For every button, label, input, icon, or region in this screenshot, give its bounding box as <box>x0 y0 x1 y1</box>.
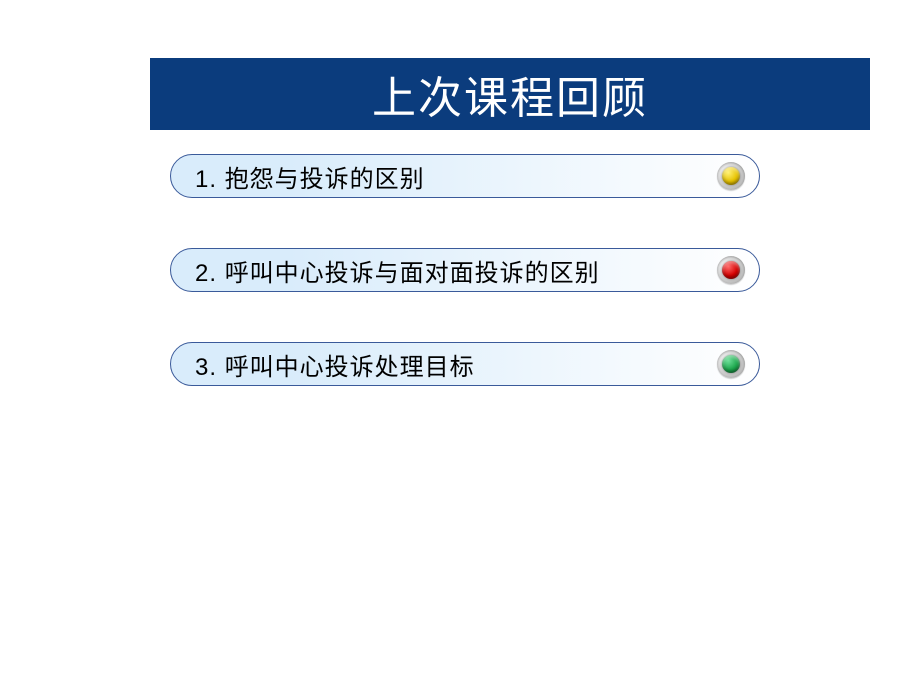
status-indicator <box>717 162 745 190</box>
item-text: 呼叫中心投诉与面对面投诉的区别 <box>225 260 600 287</box>
status-indicator <box>717 256 745 284</box>
status-dot-icon <box>722 355 740 373</box>
item-number: 3. <box>195 354 217 381</box>
item-text: 呼叫中心投诉处理目标 <box>225 354 475 381</box>
item-text: 抱怨与投诉的区别 <box>225 166 425 193</box>
list-item-label: 2. 呼叫中心投诉与面对面投诉的区别 <box>195 253 600 288</box>
status-indicator <box>717 350 745 378</box>
slide: 上次课程回顾 1. 抱怨与投诉的区别 2. 呼叫中心投诉与面对面投诉的区别 3.… <box>0 0 920 690</box>
status-dot-icon <box>722 167 740 185</box>
list-item: 1. 抱怨与投诉的区别 <box>170 154 760 198</box>
list-item: 2. 呼叫中心投诉与面对面投诉的区别 <box>170 248 760 292</box>
item-number: 2. <box>195 260 217 287</box>
title-bar: 上次课程回顾 <box>150 58 870 130</box>
item-number: 1. <box>195 166 217 193</box>
list-item-label: 3. 呼叫中心投诉处理目标 <box>195 347 475 382</box>
slide-title: 上次课程回顾 <box>372 62 648 126</box>
list-item-label: 1. 抱怨与投诉的区别 <box>195 159 425 194</box>
list-item: 3. 呼叫中心投诉处理目标 <box>170 342 760 386</box>
status-dot-icon <box>722 261 740 279</box>
